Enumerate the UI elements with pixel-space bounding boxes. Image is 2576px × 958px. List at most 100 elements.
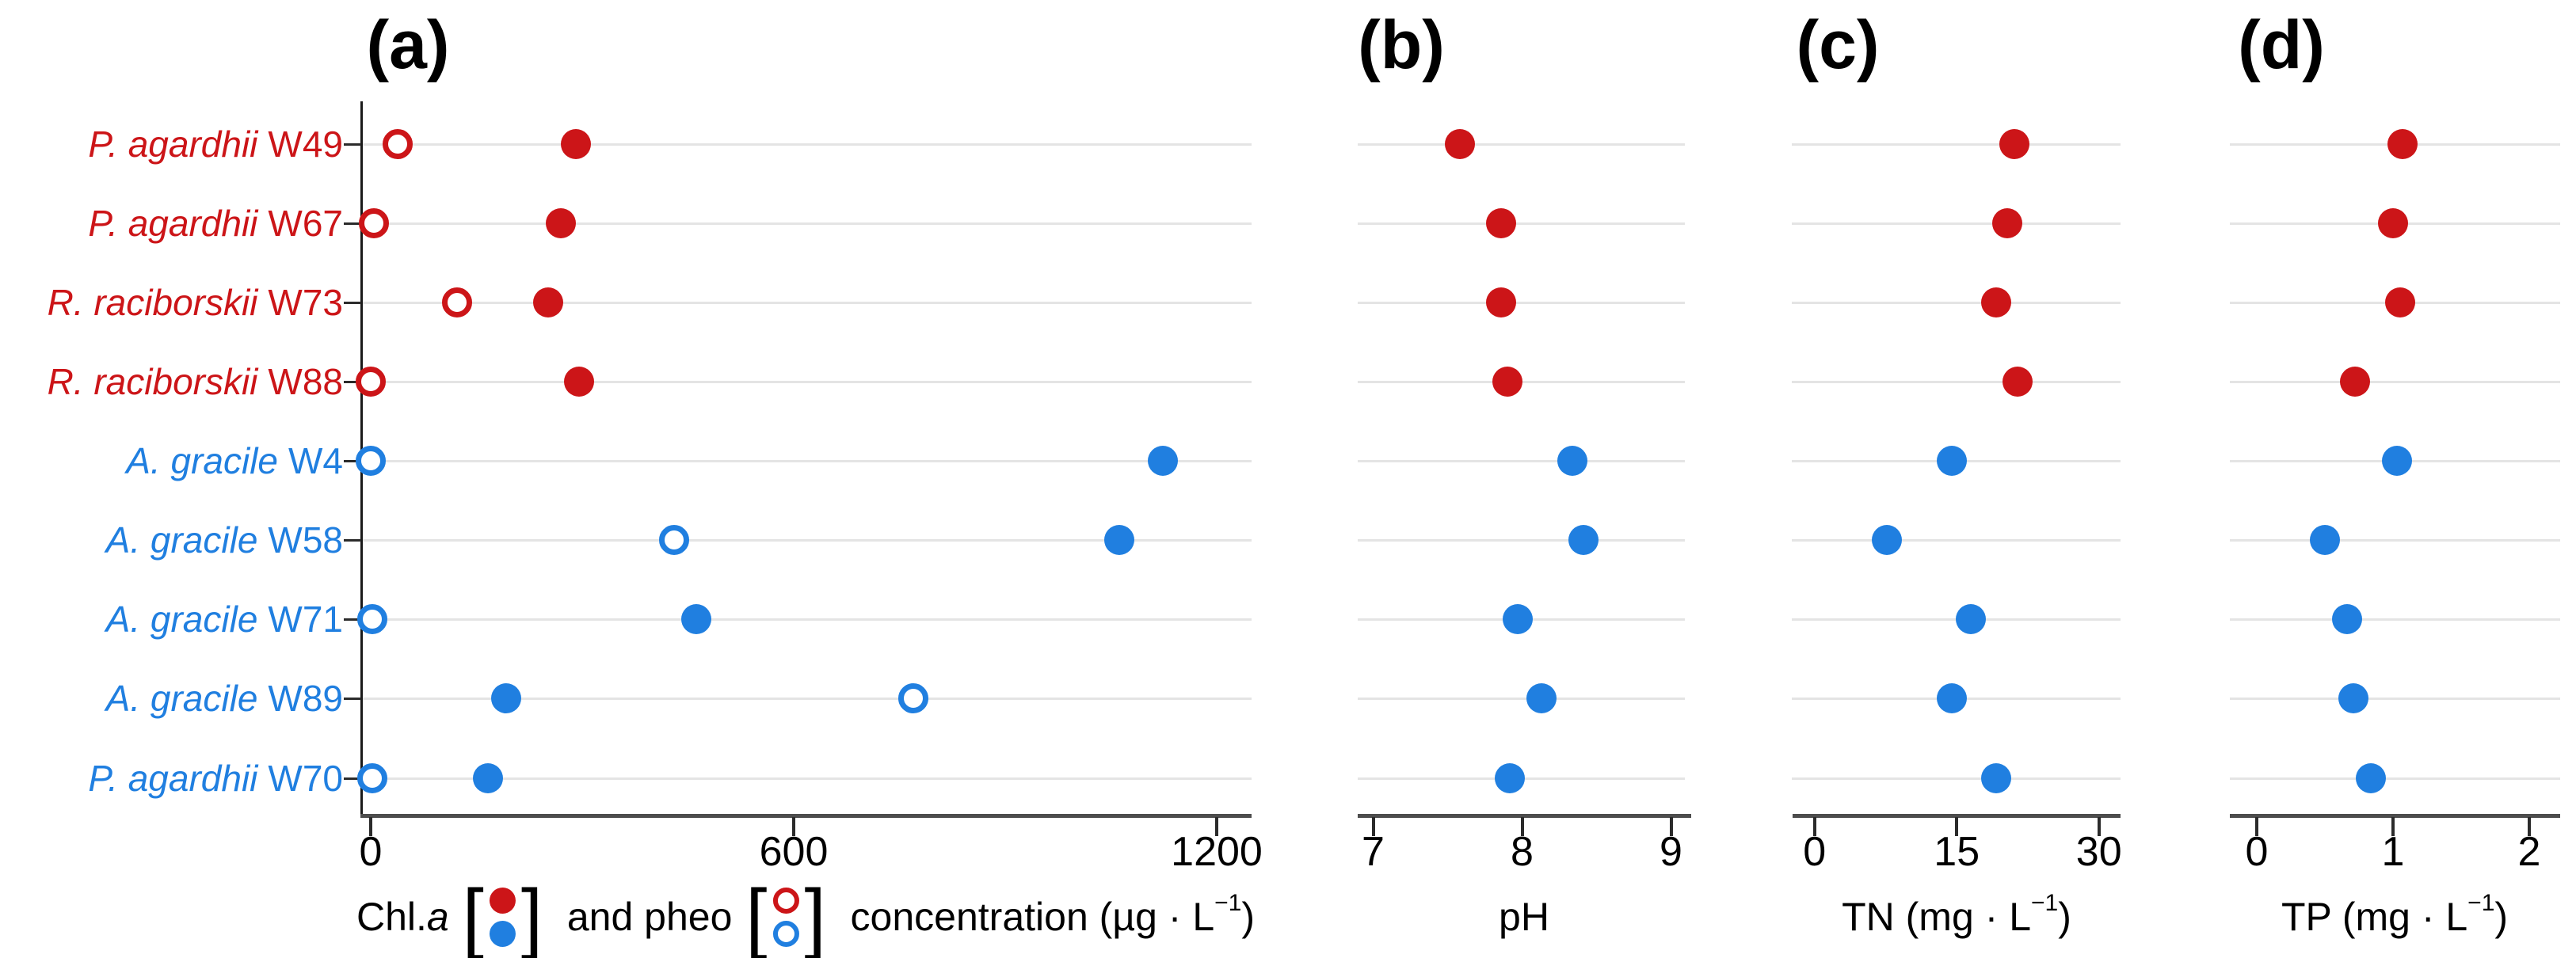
gridline [1358, 222, 1685, 225]
row-label: A. gracile W4 [126, 443, 343, 479]
x-axis-title-sup: −1 [2467, 890, 2495, 916]
species-name: P. agardhii [88, 203, 258, 244]
gridline [362, 698, 1252, 700]
row-label: A. gracile W58 [106, 522, 343, 558]
gridline [1358, 698, 1685, 700]
gridline [362, 460, 1252, 462]
strain-code: W71 [268, 599, 343, 640]
data-point-pheo-open [441, 287, 472, 317]
x-axis-tick [1215, 817, 1218, 836]
x-axis-title-bracket: ] [520, 872, 543, 958]
gridline [362, 618, 1252, 621]
x-tick-label: 7 [1362, 829, 1385, 875]
x-tick-label: 1200 [1171, 829, 1263, 875]
gridline [1792, 302, 2121, 304]
x-axis-title-bracket: [ [745, 872, 768, 958]
legend-open-dot-blue [772, 920, 799, 947]
gridline [1358, 302, 1685, 304]
gridline [2230, 381, 2560, 383]
x-tick-label: 15 [1934, 829, 1980, 875]
x-tick-label: 30 [2075, 829, 2122, 875]
data-point-chl-a-filled [564, 367, 595, 397]
x-axis-tick [2255, 817, 2258, 836]
gridline [362, 381, 1252, 383]
x-axis-tick [2097, 817, 2101, 836]
data-point-chl-a-filled [1104, 525, 1135, 555]
panel-b-title: (b) [1358, 7, 1445, 83]
data-point-pH-filled [1502, 604, 1533, 634]
data-point-chl-a-filled [681, 604, 712, 634]
x-axis-title-text: and pheo [545, 895, 744, 939]
species-name: R. raciborskii [47, 361, 258, 402]
data-point-TN-filled [1871, 525, 1902, 555]
x-axis-tick [1520, 817, 1524, 836]
data-point-TP-filled [2310, 525, 2340, 555]
data-point-pH-filled [1486, 287, 1517, 317]
gridline [1358, 143, 1685, 146]
x-axis-title-italic: a [426, 895, 449, 939]
x-axis-line [2230, 814, 2560, 818]
data-point-chl-a-filled [533, 287, 564, 317]
x-axis-title-text: TP (mg · L [2281, 895, 2468, 939]
row-label: A. gracile W71 [106, 601, 343, 637]
data-point-pH-filled [1526, 683, 1557, 713]
gridline [362, 222, 1252, 225]
data-point-pheo-open [898, 683, 929, 713]
x-axis-title-text: ) [2494, 895, 2509, 939]
data-point-TP-filled [2339, 367, 2370, 397]
data-point-TP-filled [2387, 129, 2418, 159]
data-point-TN-filled [1981, 763, 2012, 793]
species-name: A. gracile [126, 440, 278, 481]
x-axis-tick [1371, 817, 1375, 836]
legend-marker-stack [489, 887, 516, 947]
data-point-pH-filled [1495, 763, 1526, 793]
x-axis-title: Chl. a [] and pheo [] concentration (µg ·… [356, 873, 1255, 958]
x-axis-line [360, 814, 1252, 818]
species-name: A. gracile [105, 678, 258, 719]
strain-code: W67 [268, 203, 343, 244]
x-tick-label: 600 [759, 829, 829, 875]
data-point-TP-filled [2384, 287, 2415, 317]
species-name: P. agardhii [88, 758, 258, 799]
x-axis-tick [792, 817, 795, 836]
gridline [1792, 539, 2121, 542]
legend-filled-dot-red [489, 887, 516, 914]
gridline [362, 302, 1252, 304]
row-label: P. agardhii W70 [88, 760, 343, 796]
data-point-pheo-open [658, 525, 689, 555]
data-point-pheo-open [356, 763, 387, 793]
data-point-chl-a-filled [560, 129, 591, 159]
gridline [2230, 777, 2560, 780]
legend-open-dot-red [772, 887, 799, 914]
data-point-chl-a-filled [490, 683, 521, 713]
x-tick-label: 0 [2245, 829, 2269, 875]
strain-code: W58 [268, 519, 343, 561]
y-axis-tick [344, 381, 361, 383]
panel-d-title: (d) [2238, 7, 2325, 83]
x-axis-line [1793, 814, 2121, 818]
row-label: P. agardhii W49 [88, 126, 343, 162]
data-point-TN-filled [2002, 367, 2033, 397]
data-point-pheo-open [359, 208, 390, 238]
data-point-chl-a-filled [546, 208, 577, 238]
data-point-TP-filled [2331, 604, 2362, 634]
data-point-chl-a-filled [1148, 446, 1179, 476]
row-label: R. raciborskii W88 [48, 363, 343, 400]
x-axis-tick [2391, 817, 2395, 836]
gridline [362, 539, 1252, 542]
gridline [1792, 777, 2121, 780]
data-point-chl-a-filled [472, 763, 503, 793]
legend-filled-dot-blue [489, 920, 516, 947]
species-name: P. agardhii [88, 124, 258, 165]
x-axis-title-text: TN (mg · L [1842, 895, 2032, 939]
gridline [1792, 143, 2121, 146]
data-point-TN-filled [1937, 446, 1968, 476]
row-label: R. raciborskii W73 [48, 284, 343, 321]
x-axis-tick [369, 817, 372, 836]
data-point-TN-filled [1981, 287, 2012, 317]
x-axis-title-text: Chl. [356, 895, 427, 939]
x-axis-title-sup: −1 [2031, 890, 2059, 916]
data-point-TP-filled [2338, 683, 2369, 713]
species-name: A. gracile [105, 599, 258, 640]
y-axis-tick [344, 539, 361, 542]
